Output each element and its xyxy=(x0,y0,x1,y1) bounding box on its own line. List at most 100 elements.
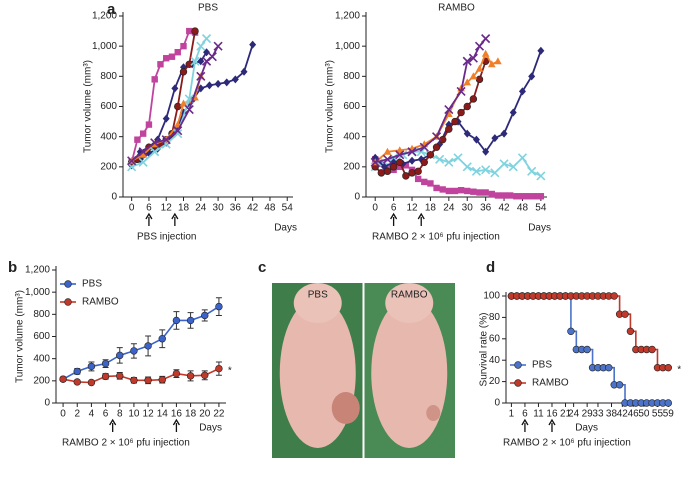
marker xyxy=(500,192,508,199)
marker xyxy=(490,168,500,178)
marker xyxy=(610,292,618,300)
x-tick-label: 11 xyxy=(533,409,544,420)
marker xyxy=(439,186,446,193)
marker xyxy=(73,378,81,386)
marker xyxy=(145,121,153,128)
y-tick-label: 400 xyxy=(343,131,360,142)
marker xyxy=(171,84,179,93)
marker xyxy=(462,162,472,172)
marker xyxy=(468,53,478,63)
marker xyxy=(408,169,416,177)
tumor xyxy=(331,392,360,424)
marker xyxy=(488,190,495,198)
marker xyxy=(481,165,491,175)
legend-label: RAMBO xyxy=(82,297,119,308)
marker xyxy=(116,351,124,360)
y-tick-label: 600 xyxy=(33,331,50,342)
marker xyxy=(134,136,141,143)
marker xyxy=(127,156,137,166)
legend-marker xyxy=(64,280,72,288)
marker xyxy=(472,135,480,144)
marker xyxy=(414,167,422,176)
marker xyxy=(475,64,484,72)
marker xyxy=(474,41,485,51)
marker xyxy=(583,345,591,354)
marker xyxy=(190,56,200,66)
marker xyxy=(163,55,170,62)
injection-arrow xyxy=(109,418,117,432)
x-tick-label: 4 xyxy=(89,409,95,420)
marker xyxy=(87,378,96,387)
y-tick-label: 400 xyxy=(33,353,50,364)
marker xyxy=(537,46,545,55)
marker xyxy=(161,135,171,145)
marker xyxy=(130,376,138,384)
marker xyxy=(457,187,465,194)
annotation: RAMBO 2 × 10⁶ pfu injection xyxy=(503,438,631,449)
marker xyxy=(491,134,499,143)
marker xyxy=(626,327,635,336)
marker xyxy=(536,171,546,181)
marker xyxy=(509,108,517,117)
marker xyxy=(150,138,160,148)
y-tick-label: 200 xyxy=(33,375,50,386)
marker xyxy=(528,72,536,81)
marker xyxy=(162,114,170,123)
mouse-head xyxy=(385,283,434,323)
marker xyxy=(191,27,199,35)
marker xyxy=(395,150,405,160)
marker xyxy=(463,129,471,138)
marker xyxy=(453,153,463,163)
panel-label: b xyxy=(8,259,17,276)
y-tick-label: 1,200 xyxy=(25,265,50,276)
y-tick-label: 800 xyxy=(343,71,360,82)
marker xyxy=(408,156,416,165)
marker xyxy=(172,369,181,378)
chart-title: PBS xyxy=(198,3,218,14)
x-axis-label: Days xyxy=(528,223,551,234)
marker xyxy=(172,316,181,325)
x-tick-label: 54 xyxy=(535,203,547,214)
marker xyxy=(213,41,223,51)
x-tick-label: 12 xyxy=(143,409,155,420)
tumor xyxy=(426,405,441,421)
marker xyxy=(621,310,629,318)
y-tick-label: 100 xyxy=(483,291,500,302)
marker xyxy=(402,162,410,169)
marker xyxy=(179,68,188,76)
marker xyxy=(144,342,152,350)
marker xyxy=(494,57,502,65)
injection-arrow xyxy=(548,418,556,432)
x-tick-label: 59 xyxy=(663,409,675,420)
legend-marker xyxy=(64,298,72,306)
marker xyxy=(179,99,188,107)
marker xyxy=(59,375,67,383)
marker xyxy=(197,57,205,66)
x-tick-label: 6 xyxy=(391,203,397,214)
y-tick-label: 600 xyxy=(343,101,360,112)
injection-arrow xyxy=(172,418,180,432)
marker xyxy=(464,187,471,195)
marker xyxy=(414,175,422,183)
marker xyxy=(456,86,466,96)
marker xyxy=(469,95,478,103)
mouse-head xyxy=(293,283,342,323)
marker xyxy=(463,78,472,86)
marker xyxy=(537,193,545,200)
marker xyxy=(203,48,211,57)
legend-label: PBS xyxy=(532,360,552,371)
y-tick-label: 40 xyxy=(489,355,501,366)
y-tick-label: 1,000 xyxy=(92,41,117,52)
marker xyxy=(186,27,193,35)
annotation: PBS injection xyxy=(137,232,196,243)
chart-title: RAMBO xyxy=(438,3,475,14)
marker xyxy=(180,42,187,50)
injection-arrow xyxy=(417,212,425,226)
injection-arrow xyxy=(521,418,529,432)
y-tick-label: 1,000 xyxy=(335,41,360,52)
y-tick-label: 400 xyxy=(100,131,117,142)
marker xyxy=(101,372,110,381)
marker xyxy=(482,189,489,196)
x-tick-label: 18 xyxy=(425,203,437,214)
marker xyxy=(471,166,482,176)
